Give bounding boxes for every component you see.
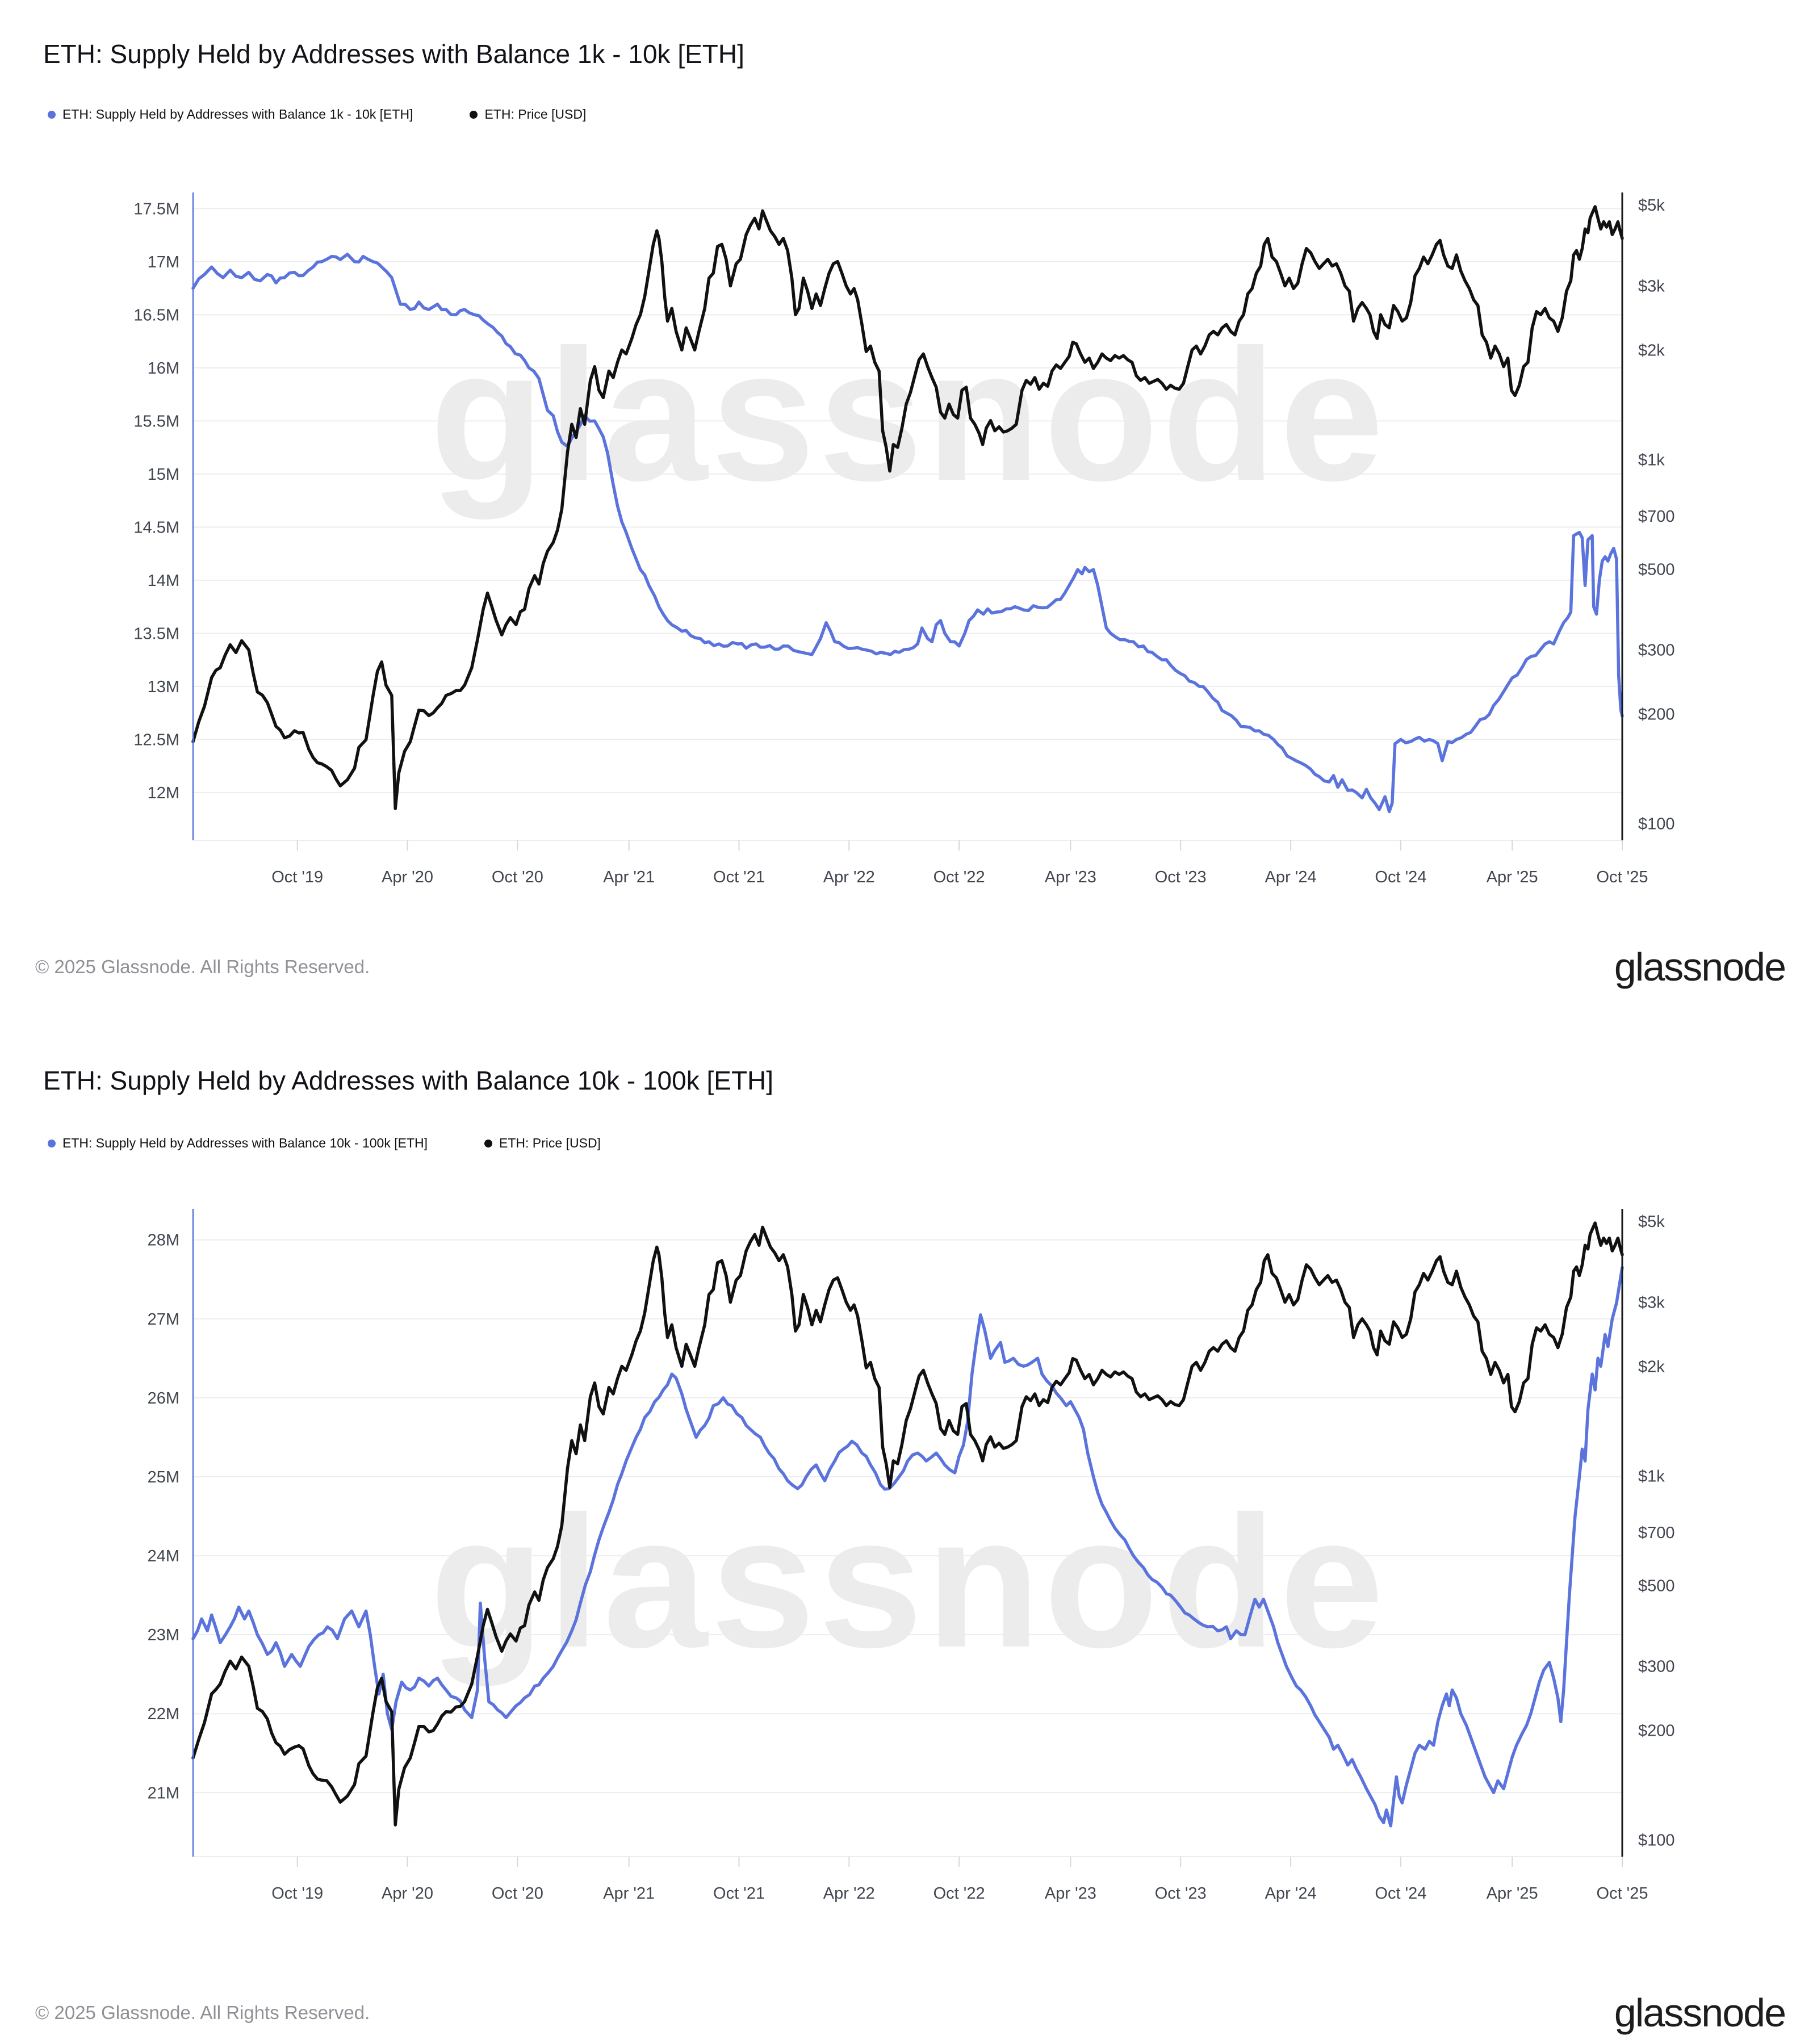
svg-text:14M: 14M bbox=[148, 572, 179, 590]
svg-text:glassnode: glassnode bbox=[430, 1477, 1387, 1687]
svg-text:23M: 23M bbox=[148, 1626, 179, 1644]
glassnode-logo: glassnode bbox=[1614, 945, 1786, 989]
svg-text:Apr '21: Apr '21 bbox=[603, 1884, 655, 1903]
svg-text:13.5M: 13.5M bbox=[133, 625, 179, 643]
svg-text:21M: 21M bbox=[148, 1784, 179, 1802]
svg-text:12M: 12M bbox=[148, 784, 179, 802]
svg-text:$300: $300 bbox=[1638, 1658, 1675, 1676]
svg-text:15.5M: 15.5M bbox=[133, 412, 179, 430]
svg-text:$200: $200 bbox=[1638, 1722, 1675, 1740]
legend-label-price: ETH: Price [USD] bbox=[484, 107, 587, 122]
svg-text:Oct '20: Oct '20 bbox=[492, 868, 543, 886]
svg-text:$1k: $1k bbox=[1638, 1467, 1665, 1485]
svg-text:26M: 26M bbox=[148, 1389, 179, 1408]
svg-text:Oct '22: Oct '22 bbox=[933, 868, 985, 886]
svg-text:$100: $100 bbox=[1638, 1832, 1675, 1850]
svg-text:28M: 28M bbox=[148, 1232, 179, 1250]
legend-dot-price-icon bbox=[470, 110, 478, 119]
svg-text:$5k: $5k bbox=[1638, 1213, 1665, 1231]
svg-text:$700: $700 bbox=[1638, 1524, 1675, 1542]
svg-text:15M: 15M bbox=[148, 466, 179, 484]
svg-text:$5k: $5k bbox=[1638, 196, 1665, 215]
svg-text:Oct '25: Oct '25 bbox=[1597, 868, 1648, 886]
legend-dot-supply-icon bbox=[48, 1139, 56, 1147]
svg-text:Oct '25: Oct '25 bbox=[1597, 1884, 1648, 1903]
footer: © 2025 Glassnode. All Rights Reserved. g… bbox=[35, 936, 1786, 998]
svg-text:Apr '25: Apr '25 bbox=[1487, 868, 1538, 886]
svg-text:$200: $200 bbox=[1638, 706, 1675, 724]
svg-text:Oct '23: Oct '23 bbox=[1155, 1884, 1207, 1903]
svg-text:Oct '22: Oct '22 bbox=[933, 1884, 985, 1903]
legend-dot-price-icon bbox=[484, 1139, 493, 1147]
chart-title: ETH: Supply Held by Addresses with Balan… bbox=[43, 39, 744, 69]
svg-text:14.5M: 14.5M bbox=[133, 518, 179, 537]
svg-text:Oct '23: Oct '23 bbox=[1155, 868, 1207, 886]
svg-text:Oct '24: Oct '24 bbox=[1375, 1884, 1426, 1903]
legend-item-price[interactable]: ETH: Price [USD] bbox=[484, 1136, 601, 1151]
svg-text:Apr '23: Apr '23 bbox=[1045, 1884, 1096, 1903]
svg-text:Apr '22: Apr '22 bbox=[823, 1884, 875, 1903]
svg-text:$3k: $3k bbox=[1638, 278, 1665, 296]
legend-item-supply[interactable]: ETH: Supply Held by Addresses with Balan… bbox=[48, 107, 413, 122]
chart-section-10k-100k: ETH: Supply Held by Addresses with Balan… bbox=[0, 1016, 1817, 2044]
svg-text:13M: 13M bbox=[148, 678, 179, 696]
plot-area[interactable]: glassnode Oct '19 Apr '20 Oct '20 Apr '21 Oct… bbox=[0, 170, 1817, 925]
svg-text:16.5M: 16.5M bbox=[133, 306, 179, 324]
footer: © 2025 Glassnode. All Rights Reserved. g… bbox=[35, 1982, 1786, 2044]
svg-text:$300: $300 bbox=[1638, 642, 1675, 660]
svg-text:$3k: $3k bbox=[1638, 1294, 1665, 1312]
svg-text:17M: 17M bbox=[148, 253, 179, 271]
legend-label-supply: ETH: Supply Held by Addresses with Balan… bbox=[62, 107, 413, 122]
svg-text:27M: 27M bbox=[148, 1310, 179, 1329]
svg-text:Apr '20: Apr '20 bbox=[382, 1884, 433, 1903]
svg-text:Apr '20: Apr '20 bbox=[382, 868, 433, 886]
svg-text:25M: 25M bbox=[148, 1468, 179, 1486]
plot-area[interactable]: glassnode Oct '19 Apr '20 Oct '20 Apr '21 Oct… bbox=[0, 1187, 1817, 1942]
legend: ETH: Supply Held by Addresses with Balan… bbox=[48, 1136, 601, 1151]
glassnode-logo: glassnode bbox=[1614, 1991, 1786, 2035]
svg-text:22M: 22M bbox=[148, 1705, 179, 1723]
svg-text:$2k: $2k bbox=[1638, 341, 1665, 359]
svg-text:glassnode: glassnode bbox=[430, 310, 1387, 521]
copyright-text: © 2025 Glassnode. All Rights Reserved. bbox=[35, 956, 370, 977]
svg-text:$500: $500 bbox=[1638, 1577, 1675, 1595]
chart-section-1k-10k: ETH: Supply Held by Addresses with Balan… bbox=[0, 0, 1817, 1016]
svg-text:Oct '21: Oct '21 bbox=[713, 1884, 765, 1903]
svg-text:Apr '21: Apr '21 bbox=[603, 868, 655, 886]
chart-title: ETH: Supply Held by Addresses with Balan… bbox=[43, 1066, 774, 1095]
copyright-text: © 2025 Glassnode. All Rights Reserved. bbox=[35, 2002, 370, 2023]
svg-text:Oct '24: Oct '24 bbox=[1375, 868, 1426, 886]
svg-text:$500: $500 bbox=[1638, 561, 1675, 579]
svg-text:Oct '19: Oct '19 bbox=[271, 868, 323, 886]
svg-text:Oct '20: Oct '20 bbox=[492, 1884, 543, 1903]
svg-text:24M: 24M bbox=[148, 1547, 179, 1565]
svg-text:12.5M: 12.5M bbox=[133, 731, 179, 749]
legend-item-price[interactable]: ETH: Price [USD] bbox=[470, 107, 586, 122]
svg-text:$2k: $2k bbox=[1638, 1358, 1665, 1376]
legend-dot-supply-icon bbox=[48, 110, 56, 119]
svg-text:Oct '19: Oct '19 bbox=[271, 1884, 323, 1903]
legend-label-price: ETH: Price [USD] bbox=[499, 1136, 601, 1150]
svg-text:Apr '24: Apr '24 bbox=[1265, 1884, 1317, 1903]
svg-text:17.5M: 17.5M bbox=[133, 200, 179, 218]
svg-text:$700: $700 bbox=[1638, 508, 1675, 526]
legend: ETH: Supply Held by Addresses with Balan… bbox=[48, 107, 586, 122]
svg-text:Apr '23: Apr '23 bbox=[1045, 868, 1096, 886]
svg-text:$100: $100 bbox=[1638, 815, 1675, 833]
svg-text:16M: 16M bbox=[148, 359, 179, 378]
svg-text:Apr '24: Apr '24 bbox=[1265, 868, 1317, 886]
legend-label-supply: ETH: Supply Held by Addresses with Balan… bbox=[62, 1136, 428, 1150]
legend-item-supply[interactable]: ETH: Supply Held by Addresses with Balan… bbox=[48, 1136, 428, 1151]
svg-text:Apr '22: Apr '22 bbox=[823, 868, 875, 886]
svg-text:Oct '21: Oct '21 bbox=[713, 868, 765, 886]
svg-text:Apr '25: Apr '25 bbox=[1487, 1884, 1538, 1903]
svg-text:$1k: $1k bbox=[1638, 451, 1665, 469]
